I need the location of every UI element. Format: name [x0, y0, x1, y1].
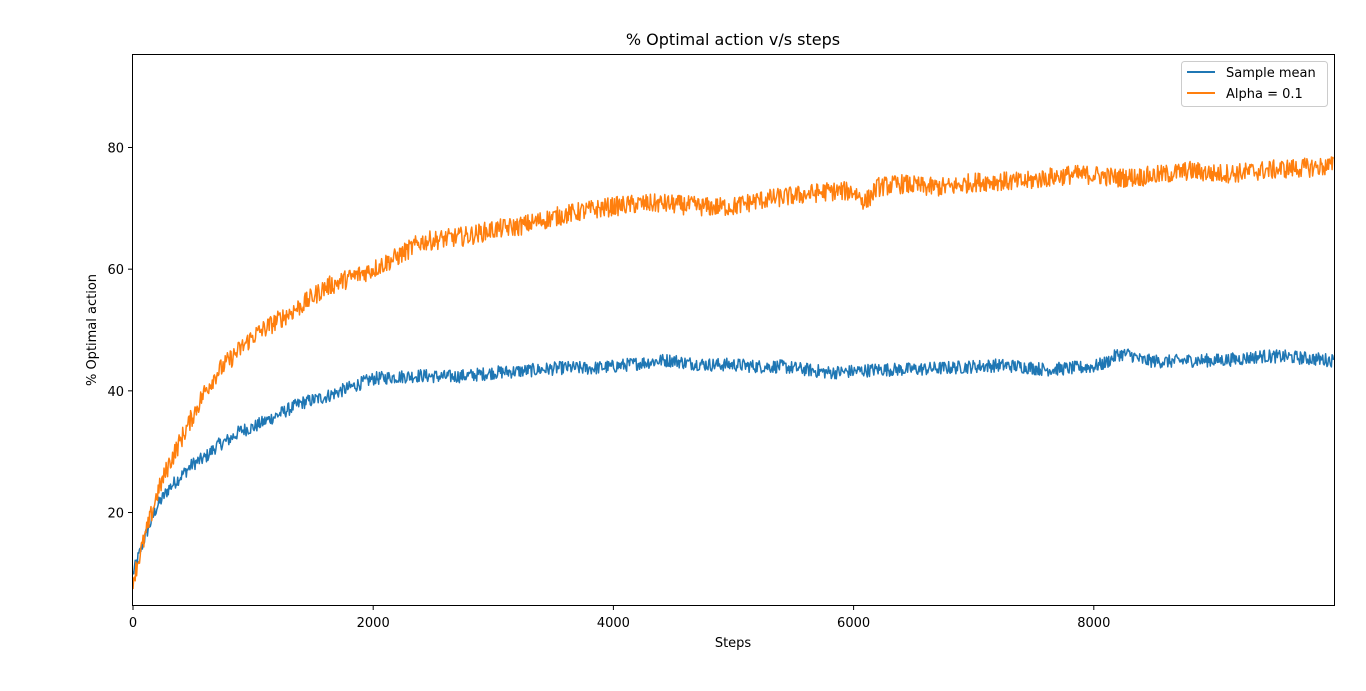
- x-tick-label: 0: [129, 616, 137, 631]
- y-axis: 20 40 60 80: [107, 141, 133, 522]
- plot-frame: [132, 54, 1335, 606]
- legend: Sample mean Alpha = 0.1: [1181, 61, 1328, 107]
- x-tick-label: 2000: [357, 616, 390, 631]
- y-tick-label: 40: [107, 385, 124, 400]
- y-tick-label: 80: [107, 141, 124, 156]
- legend-label-sample-mean: Sample mean: [1226, 66, 1316, 81]
- plot-lines: [133, 156, 1334, 590]
- legend-label-alpha: Alpha = 0.1: [1226, 87, 1303, 102]
- chart-title: % Optimal action v/s steps: [626, 30, 840, 49]
- x-tick-label: 4000: [597, 616, 630, 631]
- x-tick-label: 8000: [1077, 616, 1110, 631]
- y-tick-label: 60: [107, 263, 124, 278]
- y-axis-label: % Optimal action: [85, 274, 100, 386]
- legend-box: [1181, 61, 1328, 107]
- x-axis-label: Steps: [715, 636, 752, 651]
- y-tick-label: 20: [107, 507, 124, 522]
- series-line-1: [133, 156, 1334, 590]
- x-tick-label: 6000: [837, 616, 870, 631]
- x-axis: 0 2000 4000 6000 8000: [129, 605, 1110, 631]
- series-line-0: [133, 348, 1334, 575]
